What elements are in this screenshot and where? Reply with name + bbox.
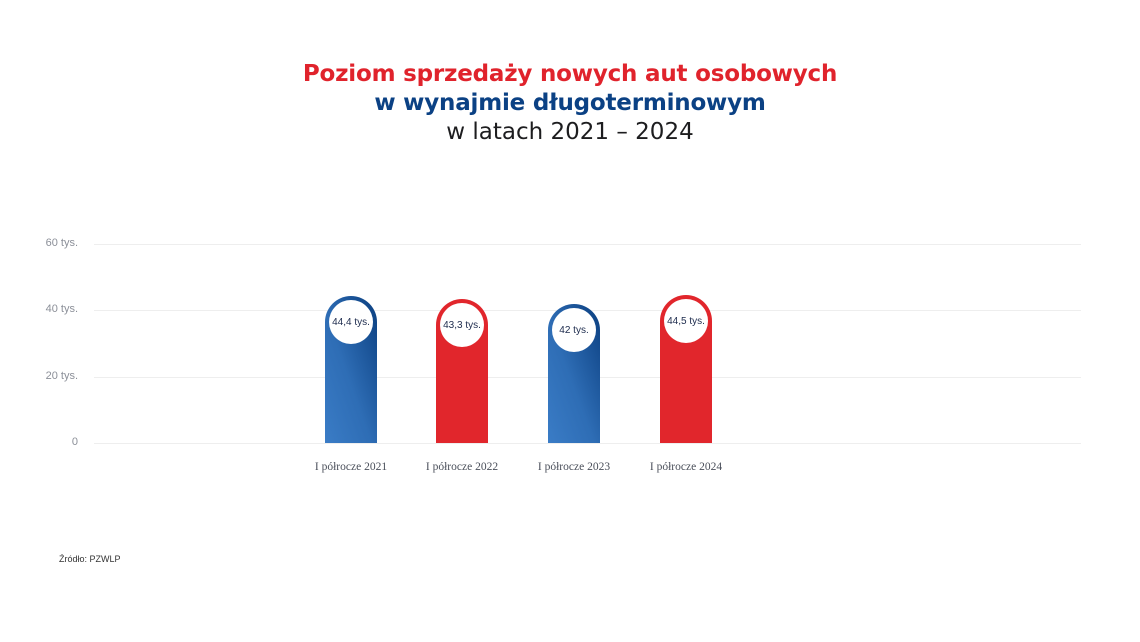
y-axis-tick-label: 20 tys. — [45, 370, 78, 382]
bar-i-półrocze-2024: 44,5 tys. — [660, 295, 712, 443]
bar-i-półrocze-2022: 43,3 tys. — [436, 299, 488, 443]
x-axis-category-label: I półrocze 2023 — [537, 461, 611, 473]
x-axis-category-label: I półrocze 2024 — [649, 461, 723, 473]
x-axis-category-label: I półrocze 2021 — [314, 461, 388, 473]
x-axis-category-label: I półrocze 2022 — [425, 461, 499, 473]
gridline — [94, 244, 1081, 245]
title-line-1: Poziom sprzedaży nowych aut osobowych — [302, 61, 838, 87]
value-label: 43,3 tys. — [440, 303, 484, 347]
source-note: Źródło: PZWLP — [59, 554, 121, 564]
chart-title: Poziom sprzedaży nowych aut osobowych w … — [0, 60, 1140, 147]
value-label: 44,5 tys. — [664, 299, 708, 343]
value-label: 44,4 tys. — [329, 300, 373, 344]
bar-i-półrocze-2023: 42 tys. — [548, 304, 600, 443]
y-axis-tick-label: 60 tys. — [45, 237, 78, 249]
y-axis-tick-label: 0 — [71, 436, 78, 448]
y-axis-tick-label: 40 tys. — [45, 303, 78, 315]
value-label: 42 tys. — [552, 308, 596, 352]
gridline — [94, 443, 1081, 444]
title-line-3: w latach 2021 – 2024 — [446, 119, 694, 145]
title-line-2: w wynajmie długoterminowym — [374, 90, 766, 116]
bar-i-półrocze-2021: 44,4 tys. — [325, 296, 377, 443]
